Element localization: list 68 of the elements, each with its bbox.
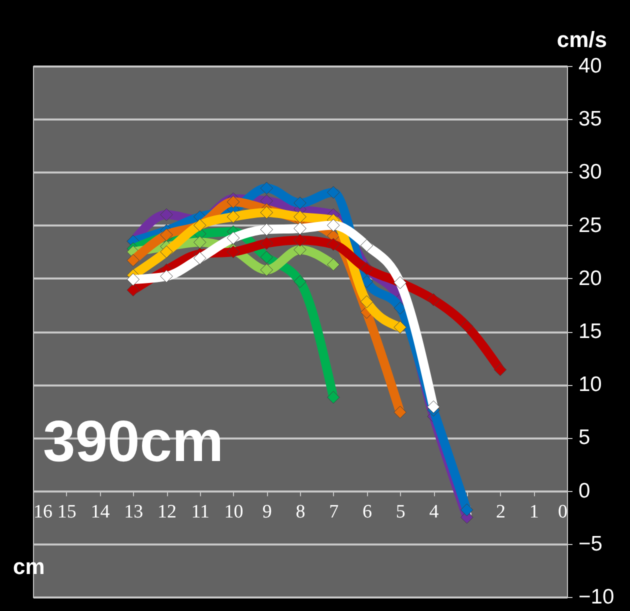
y-axis-title: cm/s: [556, 27, 607, 52]
point: [327, 258, 340, 271]
point: [226, 210, 240, 224]
point: [160, 270, 173, 283]
point: [394, 320, 406, 334]
x-tick-label: 0: [558, 501, 568, 522]
point: [260, 223, 273, 236]
y-tick-label: 20: [578, 266, 602, 290]
x-tick-label: 8: [296, 501, 306, 522]
point: [360, 239, 374, 252]
x-tick-label: 11: [191, 501, 210, 522]
point: [294, 234, 306, 247]
point: [160, 208, 173, 222]
y-tick-label: 35: [578, 108, 602, 131]
point: [360, 295, 374, 308]
point: [294, 243, 306, 256]
x-tick-label: 12: [158, 501, 176, 522]
y-tick-label: 40: [578, 54, 602, 78]
point: [494, 363, 507, 376]
y-tick-label: 30: [578, 160, 602, 184]
point: [126, 284, 140, 296]
point: [394, 406, 406, 419]
y-tick-label: −5: [578, 532, 602, 556]
point: [260, 236, 273, 250]
x-tick-label: 14: [90, 501, 110, 522]
x-tick-label: 1: [529, 501, 539, 522]
point: [327, 238, 340, 251]
point: [194, 236, 206, 249]
point: [327, 390, 340, 404]
point: [160, 245, 173, 258]
y-tick-label: 25: [578, 214, 602, 237]
point: [427, 293, 440, 306]
point: [460, 320, 474, 333]
y-tick-label: 5: [578, 426, 590, 450]
point: [360, 275, 374, 288]
point: [126, 273, 140, 286]
point: [126, 254, 140, 267]
x-tick-label: 15: [57, 501, 76, 522]
point: [327, 186, 340, 199]
x-tick-label: 10: [224, 501, 244, 522]
point: [294, 222, 306, 235]
point: [294, 275, 306, 288]
y-tick-label: 15: [578, 320, 602, 343]
point: [260, 182, 273, 195]
x-tick-label: 6: [362, 501, 372, 522]
point: [394, 302, 406, 315]
y-tick-label: 0: [578, 479, 590, 502]
point: [194, 252, 206, 265]
point: [294, 210, 306, 224]
point: [260, 206, 273, 219]
point: [226, 232, 240, 244]
x-tick-label: 4: [429, 501, 440, 522]
y-tick-label: 10: [578, 373, 602, 396]
point: [260, 264, 273, 276]
point: [460, 504, 474, 516]
x-tick-label: 7: [329, 501, 339, 522]
y-tick-label: −10: [578, 586, 614, 608]
x-tick-label: 13: [124, 501, 144, 522]
point: [226, 196, 240, 208]
point: [327, 218, 340, 232]
x-tick-label: 2: [496, 501, 506, 522]
point: [294, 196, 306, 210]
point: [160, 228, 173, 242]
x-tick-label: 9: [262, 501, 272, 522]
x-tick-label: 5: [396, 501, 406, 522]
x-tick-label: 16: [34, 501, 52, 522]
point: [260, 250, 273, 264]
point: [427, 400, 440, 414]
